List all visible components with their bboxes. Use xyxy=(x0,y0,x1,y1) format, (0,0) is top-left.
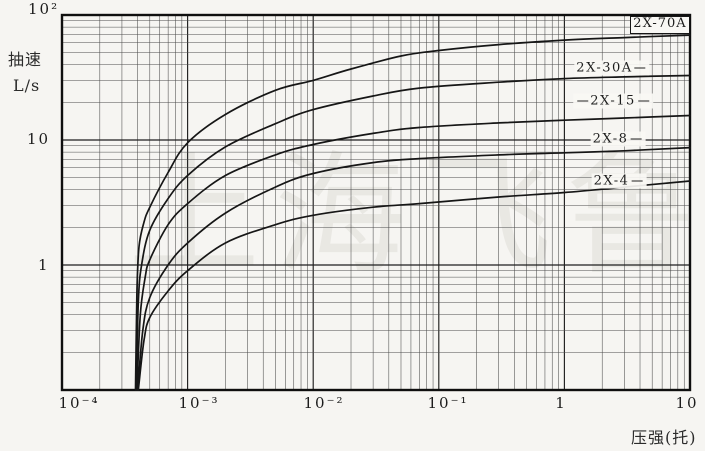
curve-label-2x-15-text: 2X-15 xyxy=(590,93,636,109)
curve-label-2x-30a-text: 2X-30A xyxy=(576,60,633,76)
y-axis-title-line1: 抽速 xyxy=(8,50,43,69)
y-axis-title-line2: L/s xyxy=(13,76,41,95)
x-tick-10: 10 xyxy=(675,394,699,412)
curve-label-2x-4-text: 2X-4 xyxy=(593,173,630,189)
label-leader-line xyxy=(577,100,589,102)
watermark-text: 上海飞鲁 xyxy=(128,139,705,293)
curve-label-2x-70a: 2X-70A xyxy=(630,16,690,34)
y-tick-10: 10 xyxy=(27,130,51,148)
x-tick-1: 1 xyxy=(555,394,567,412)
label-leader-line xyxy=(631,180,643,182)
curve-label-2x-30a: 2X-30A xyxy=(574,60,650,76)
label-leader-line xyxy=(637,100,649,102)
label-leader-line xyxy=(634,67,646,69)
y-tick-100: 10² xyxy=(28,0,60,18)
x-tick-1e-3: 10⁻³ xyxy=(178,394,220,412)
x-axis-title: 压强(托) xyxy=(631,428,697,447)
label-leader-line xyxy=(630,138,642,140)
curve-label-2x-4: 2X-4 xyxy=(591,173,647,189)
x-tick-1e-2: 10⁻² xyxy=(303,394,345,412)
curve-label-2x-8: 2X-8 xyxy=(590,131,646,147)
curve-label-2x-8-text: 2X-8 xyxy=(592,131,629,147)
curve-label-2x-15: 2X-15 xyxy=(573,93,653,109)
y-tick-1: 1 xyxy=(38,256,50,274)
x-tick-1e-4: 10⁻⁴ xyxy=(58,394,100,412)
x-tick-1e-1: 10⁻¹ xyxy=(427,394,469,412)
